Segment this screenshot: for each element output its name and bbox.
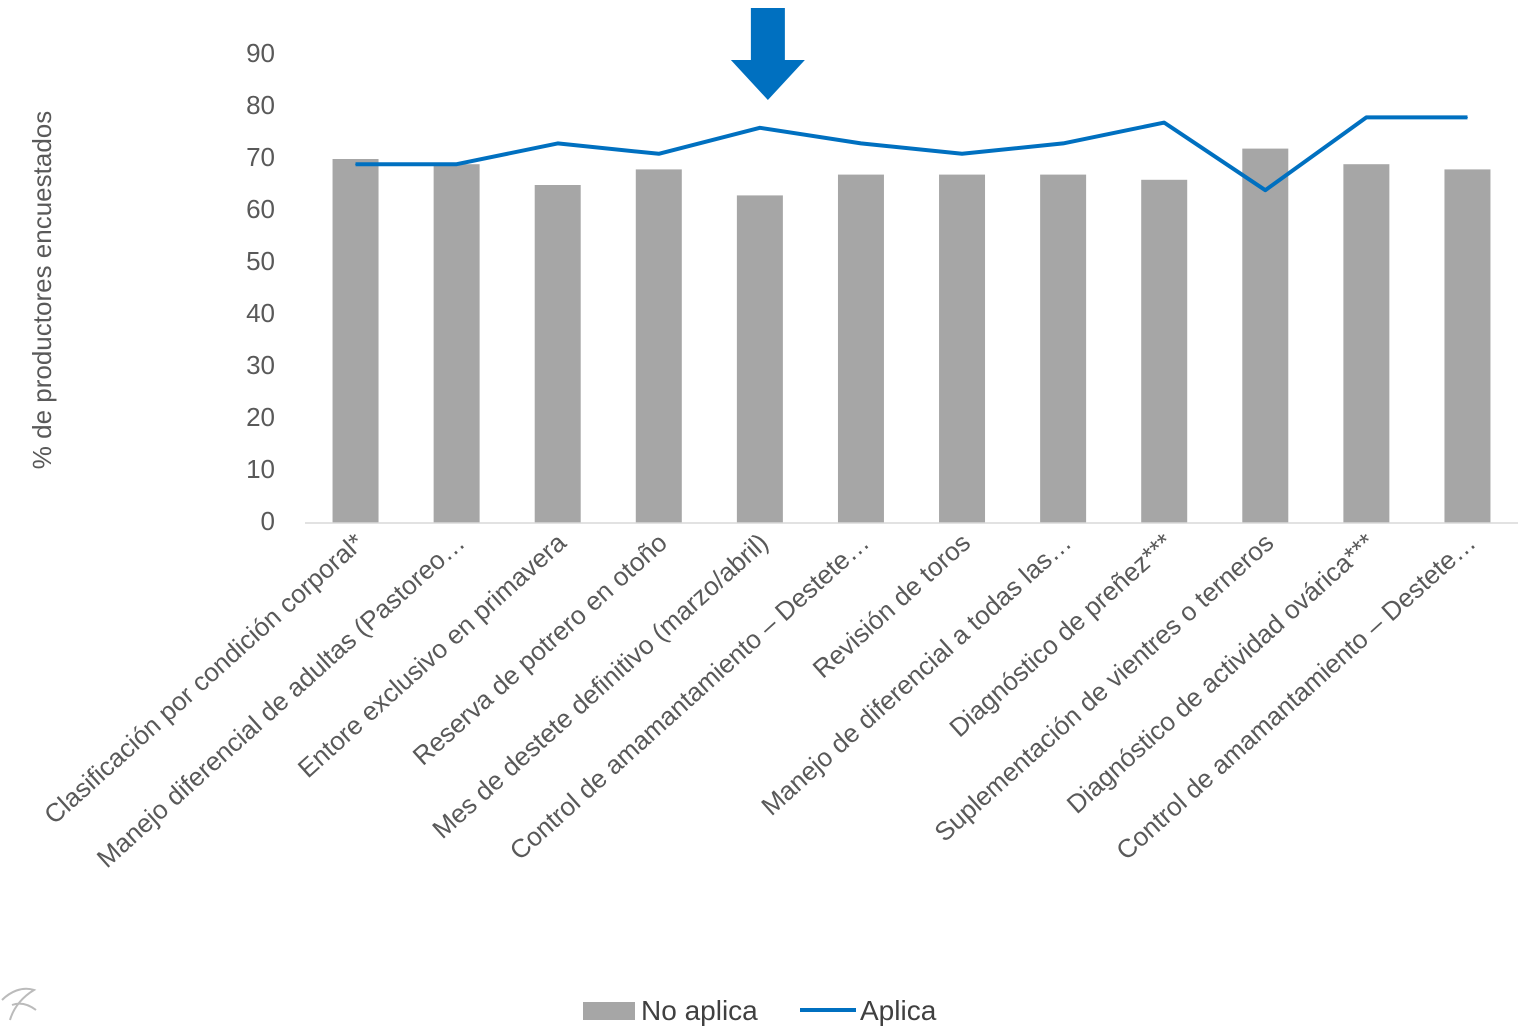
bar-no-aplica <box>1343 164 1389 523</box>
legend: No aplica Aplica <box>583 995 937 1026</box>
y-tick-label: 80 <box>246 90 275 120</box>
y-tick-label: 0 <box>261 506 275 536</box>
down-arrow-icon <box>731 8 805 100</box>
x-category-label: Control de amamantamiento – Destete… <box>1110 527 1481 866</box>
y-tick-label: 10 <box>246 454 275 484</box>
bar-no-aplica <box>1444 169 1490 523</box>
bar-no-aplica <box>1242 149 1288 523</box>
bar-no-aplica <box>939 175 985 523</box>
bar-no-aplica <box>1040 175 1086 523</box>
legend-label-no-aplica: No aplica <box>641 995 758 1026</box>
line-point-aplica <box>1265 190 1266 191</box>
line-point-aplica <box>1467 117 1468 118</box>
y-tick-label: 40 <box>246 298 275 328</box>
y-tick-label: 50 <box>246 246 275 276</box>
line-point-aplica <box>759 127 760 128</box>
line-point-aplica <box>860 143 861 144</box>
y-tick-label: 90 <box>246 38 275 68</box>
bar-no-aplica <box>737 195 783 523</box>
line-point-aplica <box>962 153 963 154</box>
logo-mark <box>2 989 36 1020</box>
y-tick-label: 70 <box>246 142 275 172</box>
y-axis-title: % de productores encuestados <box>27 111 57 469</box>
line-point-aplica <box>557 143 558 144</box>
y-tick-label: 60 <box>246 194 275 224</box>
legend-label-aplica: Aplica <box>860 995 937 1026</box>
line-point-aplica <box>1164 122 1165 123</box>
bar-no-aplica <box>1141 180 1187 523</box>
legend-swatch-no-aplica <box>583 1002 635 1020</box>
x-category-label: Control de amamantamiento – Destete… <box>504 527 875 866</box>
line-point-aplica <box>658 153 659 154</box>
line-point-aplica <box>355 164 356 165</box>
bar-no-aplica <box>434 164 480 523</box>
x-category-label: Manejo diferencial de adultas (Pastoreo… <box>91 527 471 873</box>
y-tick-label: 20 <box>246 402 275 432</box>
bar-no-aplica <box>838 175 884 523</box>
y-tick-label: 30 <box>246 350 275 380</box>
line-point-aplica <box>1366 117 1367 118</box>
line-point-aplica <box>1063 143 1064 144</box>
bar-no-aplica <box>535 185 581 523</box>
bar-no-aplica <box>636 169 682 523</box>
line-point-aplica <box>456 164 457 165</box>
line-aplica <box>356 117 1468 190</box>
bar-no-aplica <box>333 159 379 523</box>
